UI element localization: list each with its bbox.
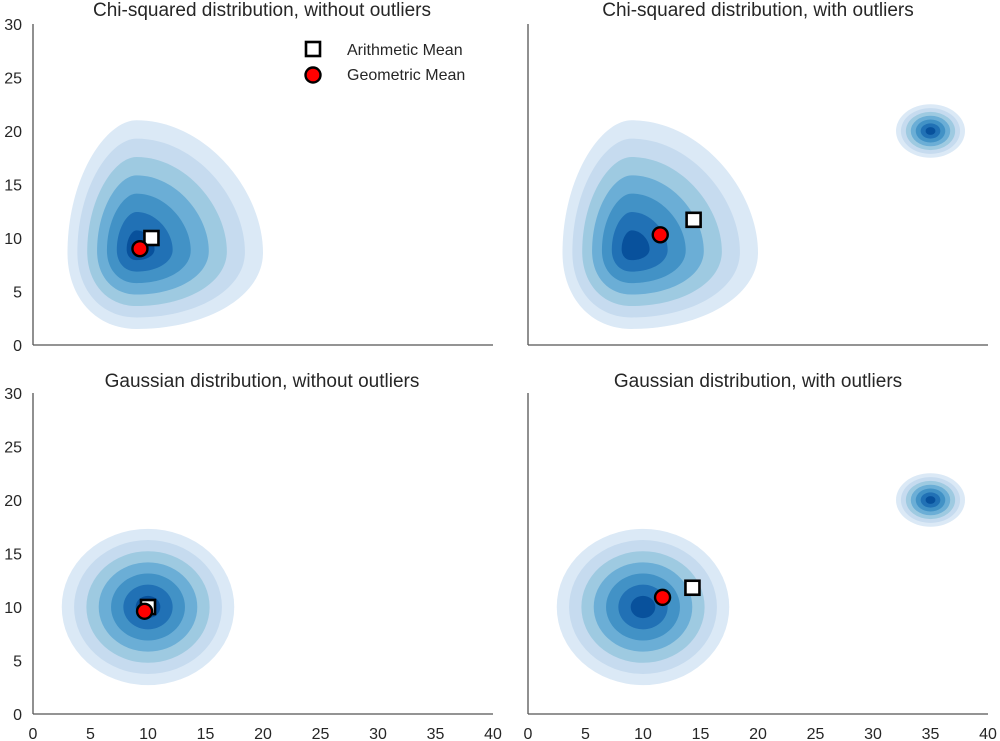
- arithmetic-mean-marker: [684, 579, 701, 597]
- x-tick-label: 0: [29, 726, 38, 741]
- panel-title: Gaussian distribution, with outliers: [614, 371, 902, 392]
- y-tick-label: 0: [13, 707, 22, 724]
- y-tick-label: 0: [13, 338, 22, 355]
- x-tick-label: 30: [864, 726, 882, 741]
- y-tick-label: 10: [4, 600, 22, 617]
- x-tick-label: 25: [807, 726, 825, 741]
- x-tick-label: 5: [86, 726, 95, 741]
- plot-area: 0 5 10 15 20 25 30 0 5 10 15 20 25 30 35 40: [4, 386, 502, 741]
- panel-gaussian-without-outliers: Gaussian distribution, without outliers …: [4, 371, 502, 741]
- density-contour: [925, 127, 936, 135]
- x-tick-label: 10: [139, 726, 157, 741]
- x-tick-label: 10: [634, 726, 652, 741]
- x-tick-label: 30: [369, 726, 387, 741]
- y-tick-label: 25: [4, 440, 22, 457]
- panel-title: Chi-squared distribution, without outlie…: [93, 0, 431, 21]
- arithmetic-mean-marker: [685, 211, 702, 229]
- x-tick-label: 35: [427, 726, 445, 741]
- y-tick-label: 30: [4, 17, 22, 34]
- geometric-mean-marker: [135, 602, 154, 620]
- y-tick-label: 30: [4, 386, 22, 403]
- geometric-mean-marker: [651, 226, 669, 244]
- geometric-mean-marker: [653, 588, 672, 607]
- geometric-mean-marker: [131, 239, 149, 258]
- x-tick-label: 0: [524, 726, 533, 741]
- x-tick-label: 25: [312, 726, 330, 741]
- y-tick-label: 15: [4, 178, 22, 195]
- x-tick-label: 15: [197, 726, 215, 741]
- y-tick-label: 20: [4, 124, 22, 141]
- legend: Arithmetic Mean Geometric Mean: [304, 40, 465, 84]
- plot-area: 0 5 10 15 20 25 30: [4, 17, 493, 355]
- x-tick-label: 40: [979, 726, 997, 741]
- y-tick-label: 5: [13, 654, 22, 671]
- density-contour: [630, 595, 656, 619]
- x-tick-label: 20: [749, 726, 767, 741]
- panel-chi-with-outliers: Chi-squared distribution, with outliers: [527, 0, 988, 346]
- plot-area: [527, 24, 988, 346]
- density-contour: [621, 230, 650, 261]
- x-tick-label: 20: [254, 726, 272, 741]
- x-tick-label: 35: [922, 726, 940, 741]
- y-tick-label: 20: [4, 493, 22, 510]
- plot-area: 0 5 10 15 20 25 30 35 40: [524, 393, 997, 741]
- panel-title: Chi-squared distribution, with outliers: [602, 0, 914, 21]
- y-tick-label: 10: [4, 231, 22, 248]
- x-tick-label: 5: [581, 726, 590, 741]
- density-contour: [925, 496, 936, 504]
- legend-circle-marker: [304, 66, 322, 84]
- legend-label-arithmetic: Arithmetic Mean: [347, 42, 463, 59]
- legend-square-marker: [304, 40, 322, 58]
- panel-gaussian-with-outliers: Gaussian distribution, with outliers 0 5 1…: [524, 371, 997, 741]
- panel-title: Gaussian distribution, without outliers: [105, 371, 420, 392]
- y-tick-label: 5: [13, 285, 22, 302]
- x-tick-label: 15: [692, 726, 710, 741]
- y-tick-label: 15: [4, 547, 22, 564]
- y-tick-label: 25: [4, 71, 22, 88]
- legend-label-geometric: Geometric Mean: [347, 67, 465, 84]
- arithmetic-mean-marker: [143, 229, 160, 247]
- panel-chi-without-outliers: Chi-squared distribution, without outlie…: [4, 0, 493, 355]
- x-tick-label: 40: [484, 726, 502, 741]
